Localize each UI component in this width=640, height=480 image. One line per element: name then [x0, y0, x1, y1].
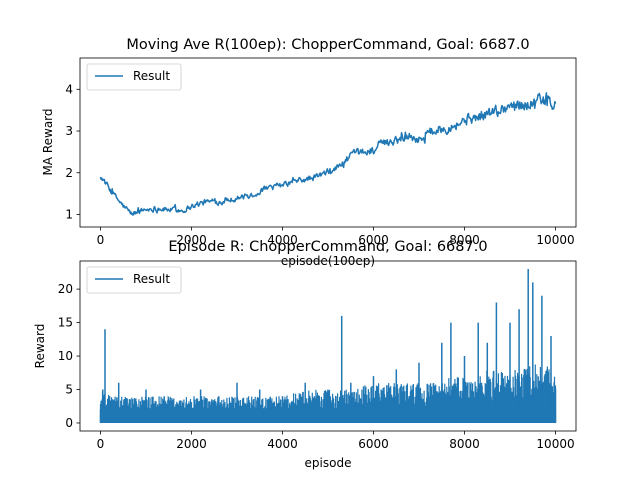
episode-reward-x-axis-label: episode	[305, 456, 352, 470]
moving-average-chart-title: Moving Ave R(100ep): ChopperCommand, Goa…	[126, 37, 529, 53]
moving-average-x-ticks: 0 2000 4000 6000 8000 10000	[97, 227, 575, 247]
episode-reward-y-axis-label: Reward	[33, 324, 47, 369]
episode-reward-x-tick-label: 0	[97, 437, 105, 451]
moving-average-y-tick-label: 2	[65, 166, 73, 180]
moving-average-x-tick-label: 6000	[358, 233, 389, 247]
moving-average-axes-frame	[79, 57, 577, 228]
moving-average-legend: Result	[86, 63, 182, 91]
episode-reward-y-tick-label: 5	[65, 383, 73, 397]
episode-reward-y-tick-label: 10	[58, 349, 73, 363]
moving-average-y-axis-label: MA Reward	[41, 108, 55, 175]
moving-average-legend-box	[86, 63, 182, 91]
episode-reward-legend: Result	[86, 266, 182, 294]
episode-reward-chart-title: Episode R: ChopperCommand, Goal: 6687.0	[168, 239, 487, 255]
episode-reward-x-tick-label: 6000	[358, 437, 389, 451]
episode-reward-legend-box	[86, 266, 182, 294]
episode-reward-x-tick-label: 8000	[449, 437, 480, 451]
episode-reward-chart: 0 2000 4000 6000 8000 10000 0 5 10 15 20 Episode …	[33, 239, 577, 470]
moving-average-x-tick-label: 2000	[176, 233, 207, 247]
moving-average-plot-area	[99, 92, 557, 216]
moving-average-y-tick-label: 3	[65, 124, 73, 138]
episode-reward-y-tick-label: 0	[65, 416, 73, 430]
episode-reward-x-tick-label: 10000	[536, 437, 574, 451]
moving-average-y-tick-label: 1	[65, 207, 73, 221]
moving-average-chart: 0 2000 4000 6000 8000 10000 1 2 3 4 Moving Ave R…	[41, 37, 577, 268]
moving-average-legend-label: Result	[133, 69, 170, 83]
moving-average-x-tick-label: 0	[97, 233, 105, 247]
episode-reward-plot-area	[99, 269, 557, 423]
episode-reward-series-base	[100, 408, 556, 423]
episode-reward-x-ticks: 0 2000 4000 6000 8000 10000	[97, 431, 575, 451]
moving-average-y-tick-label: 4	[65, 82, 73, 96]
episode-reward-y-tick-label: 15	[58, 316, 73, 330]
episode-reward-legend-label: Result	[133, 272, 170, 286]
moving-average-series-line	[99, 92, 557, 216]
moving-average-y-ticks: 1 2 3 4	[65, 82, 80, 221]
moving-average-x-tick-label: 8000	[449, 233, 480, 247]
episode-reward-x-tick-label: 4000	[267, 437, 298, 451]
episode-reward-x-tick-label: 2000	[176, 437, 207, 451]
episode-reward-y-tick-label: 20	[58, 282, 73, 296]
episode-reward-y-ticks: 0 5 10 15 20	[58, 282, 80, 430]
moving-average-x-tick-label: 4000	[267, 233, 298, 247]
moving-average-x-tick-label: 10000	[536, 233, 574, 247]
episode-reward-axes-frame	[79, 260, 577, 432]
